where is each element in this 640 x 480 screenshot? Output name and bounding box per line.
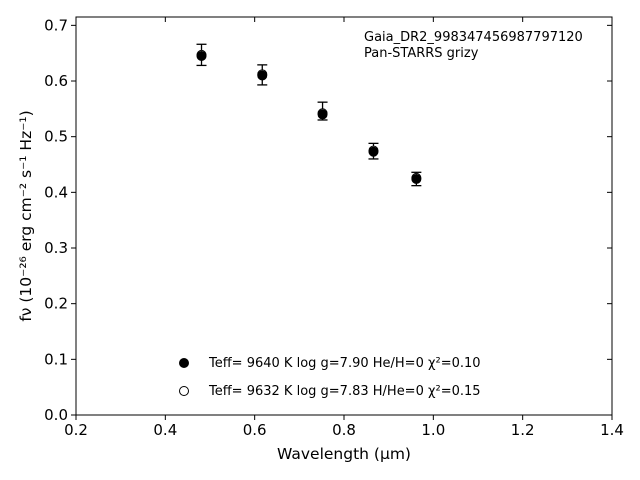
y-tick-label-6: 0.6 (44, 72, 68, 90)
legend-entry-1: Teff= 9640 K log g=7.90 He/H=0 χ²=0.10 (208, 356, 481, 371)
x-tick-label-0: 0.2 (64, 421, 88, 439)
y-tick-label-2: 0.2 (44, 295, 68, 313)
x-tick-label-6: 1.4 (600, 421, 624, 439)
legend-marker-filled (179, 358, 189, 368)
filled-point-0 (196, 50, 207, 61)
filled-point-2 (317, 109, 328, 120)
y-tick-label-3: 0.3 (44, 239, 68, 257)
y-tick-label-1: 0.1 (44, 350, 68, 368)
filled-point-3 (368, 146, 379, 157)
y-tick-label-4: 0.4 (44, 183, 68, 201)
x-tick-label-3: 0.8 (332, 421, 356, 439)
y-tick-label-0: 0.0 (44, 406, 68, 424)
annotation-source-id: Gaia_DR2_998347456987797120 (364, 30, 583, 45)
legend-entry-2: Teff= 9632 K log g=7.83 H/He=0 χ²=0.15 (208, 384, 481, 399)
x-axis-title: Wavelength (μm) (277, 445, 411, 463)
annotation-survey: Pan-STARRS grizy (364, 46, 479, 61)
legend-marker-open (179, 386, 189, 396)
y-tick-label-7: 0.7 (44, 16, 68, 34)
x-tick-label-5: 1.2 (511, 421, 535, 439)
filled-point-4 (411, 173, 422, 184)
filled-point-1 (257, 70, 268, 81)
x-tick-label-2: 0.6 (243, 421, 267, 439)
x-tick-label-1: 0.4 (153, 421, 177, 439)
x-tick-label-4: 1.0 (421, 421, 445, 439)
y-axis-title: fν (10⁻²⁶ erg cm⁻² s⁻¹ Hz⁻¹) (17, 110, 35, 321)
y-tick-label-5: 0.5 (44, 128, 68, 146)
